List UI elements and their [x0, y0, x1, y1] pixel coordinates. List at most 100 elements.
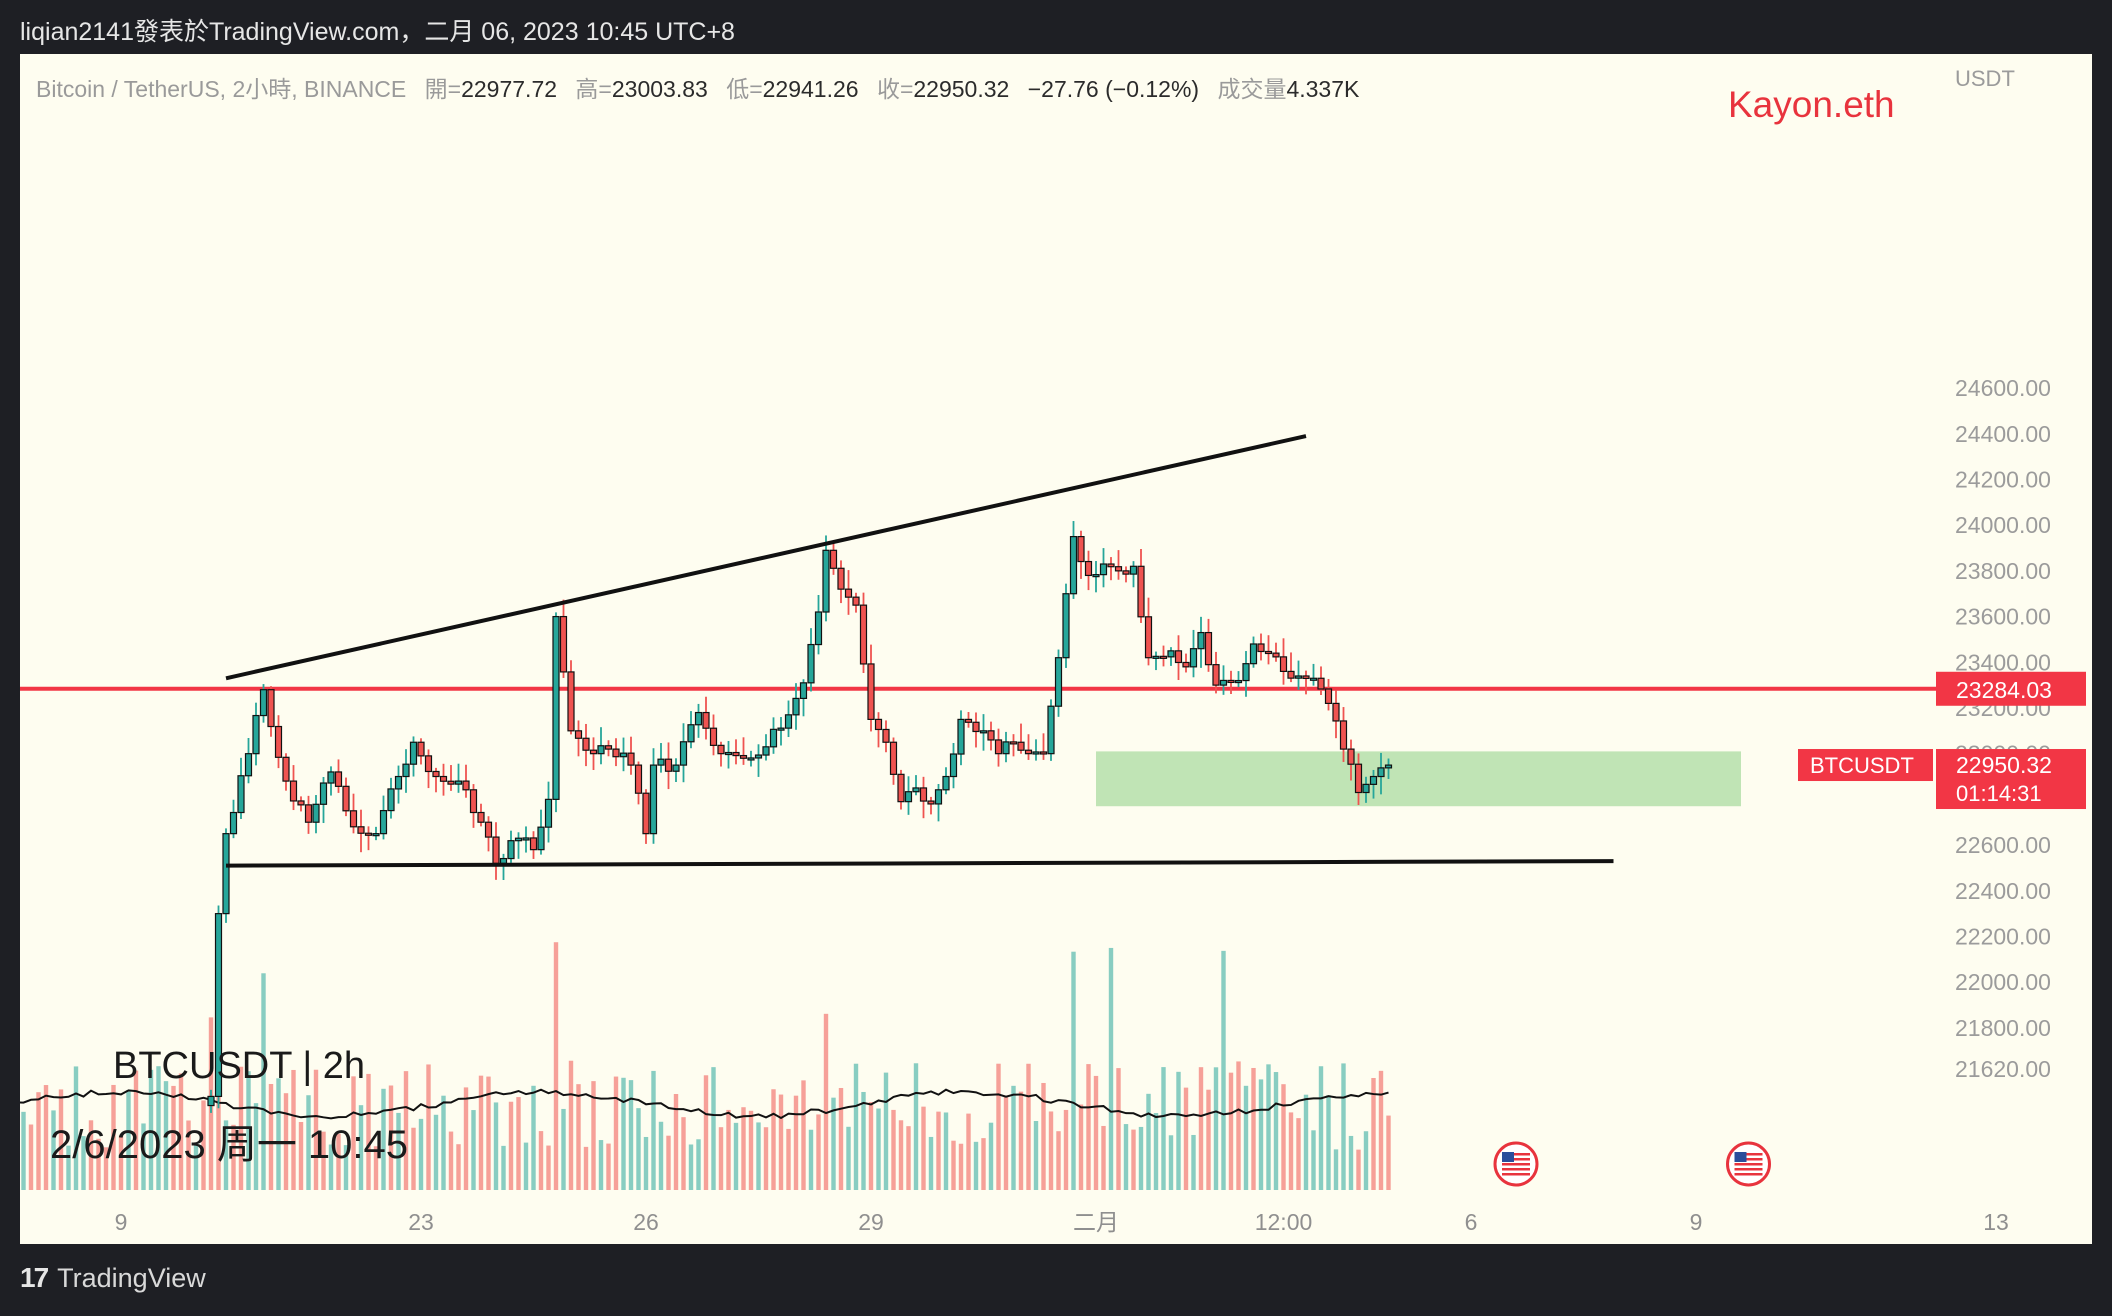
candle [597, 745, 605, 755]
candle-series [207, 521, 1393, 1113]
volume-bar [111, 1084, 116, 1190]
volume-bar [478, 1075, 484, 1190]
candle [1294, 675, 1303, 679]
volume-bar [268, 1083, 274, 1190]
volume-bar [876, 1108, 881, 1190]
candle [859, 604, 868, 665]
candle [417, 741, 425, 757]
candle [822, 549, 830, 613]
volume-bar [831, 1097, 836, 1190]
volume-bar [883, 1072, 889, 1190]
candle [972, 721, 980, 733]
volume-bar [1176, 1071, 1181, 1190]
volume-bar [951, 1140, 956, 1190]
volume-bar [441, 1095, 446, 1190]
volume-bar [771, 1089, 776, 1190]
price-tick-label: 24000.00 [1955, 512, 2051, 538]
candle [777, 727, 785, 731]
volume-bar [816, 1114, 821, 1190]
volume-bar [1146, 1093, 1151, 1190]
candle [237, 775, 245, 814]
candle [612, 748, 620, 758]
candle [889, 741, 898, 775]
candle [1219, 679, 1228, 686]
volume-bar [666, 1135, 671, 1190]
volume-bar [1348, 1135, 1354, 1190]
volume-bar [1326, 1095, 1331, 1190]
time-tick-label: 6 [1465, 1209, 1478, 1235]
volume-bar [283, 1093, 289, 1190]
candle [282, 756, 290, 782]
candle [379, 809, 388, 835]
volume-bar [846, 1126, 851, 1190]
volume-bar [756, 1122, 761, 1190]
candle [349, 810, 358, 828]
us-flag-canton [1734, 1152, 1747, 1162]
candle [499, 857, 508, 864]
volume-bar [823, 1013, 829, 1190]
candle [529, 837, 538, 851]
volume-bar [343, 1145, 349, 1190]
candle [1174, 650, 1183, 664]
volume-bar [141, 1123, 146, 1190]
legend-change: −27.76 (−0.12%) [1027, 76, 1200, 102]
volume-bar [1228, 1072, 1234, 1190]
volume-bar [163, 1081, 169, 1190]
volume-bar [1168, 1135, 1174, 1190]
candle [1309, 677, 1318, 681]
volume-bar [703, 1075, 709, 1190]
candle [244, 753, 253, 777]
upper-trendline [225, 434, 1307, 681]
us-flag-stripe [1502, 1168, 1530, 1171]
price-chart[interactable]: 24600.00 24400.00 24200.00 24000.00 23800.00… [20, 54, 2092, 1244]
volume-bar [66, 1145, 71, 1190]
volume-bar [103, 1147, 109, 1190]
candle [454, 780, 463, 785]
volume-bar [336, 1133, 341, 1190]
volume-bar [456, 1144, 461, 1190]
chart-area[interactable]: 24600.00 24400.00 24200.00 24000.00 23800.00… [20, 54, 2092, 1244]
volume-bar [1303, 1094, 1309, 1190]
candle [574, 730, 583, 739]
volume-bar [913, 1063, 919, 1190]
us-flag-stripe [1734, 1158, 1763, 1161]
us-flag-stripe [1734, 1163, 1763, 1166]
price-tick-label: 21800.00 [1955, 1015, 2051, 1041]
volume-bar [1056, 1131, 1061, 1190]
candle [1212, 664, 1220, 686]
candle [552, 615, 560, 800]
candle [1339, 720, 1348, 750]
candle [1234, 679, 1243, 684]
legend-low-label: 低= [726, 76, 763, 102]
us-flag-stripe [1502, 1158, 1530, 1161]
legend-close-label: 收= [876, 76, 914, 102]
time-tick-label: 9 [1690, 1209, 1703, 1235]
candle [387, 788, 395, 812]
candle [1384, 764, 1393, 769]
candle [1137, 565, 1145, 618]
candle [1369, 775, 1378, 785]
candle [334, 771, 343, 787]
time-tick-label: 12:00 [1255, 1209, 1313, 1235]
volume-bar [1356, 1149, 1361, 1190]
us-flag-stripe [1734, 1173, 1763, 1176]
resistance-price-tag: 23284.03 [1936, 671, 2086, 706]
legend-open: 22977.72 [461, 76, 558, 102]
volume-bar [981, 1138, 986, 1190]
volume-bar [81, 1136, 86, 1190]
price-tick-label: 24400.00 [1955, 421, 2051, 447]
volume-bar [1093, 1075, 1099, 1190]
candle [732, 751, 740, 757]
candle [619, 752, 628, 758]
candle [1264, 650, 1273, 655]
volume-bar [1363, 1131, 1369, 1190]
volume-bar [643, 1136, 649, 1190]
volume-bar [1378, 1070, 1384, 1190]
volume-bar [718, 1127, 724, 1190]
candle [207, 1095, 215, 1107]
candle [627, 752, 635, 766]
volume-bar [988, 1122, 994, 1190]
price-tick-label: 23600.00 [1955, 604, 2051, 630]
volume-bar [28, 1124, 34, 1190]
candle [439, 775, 448, 782]
